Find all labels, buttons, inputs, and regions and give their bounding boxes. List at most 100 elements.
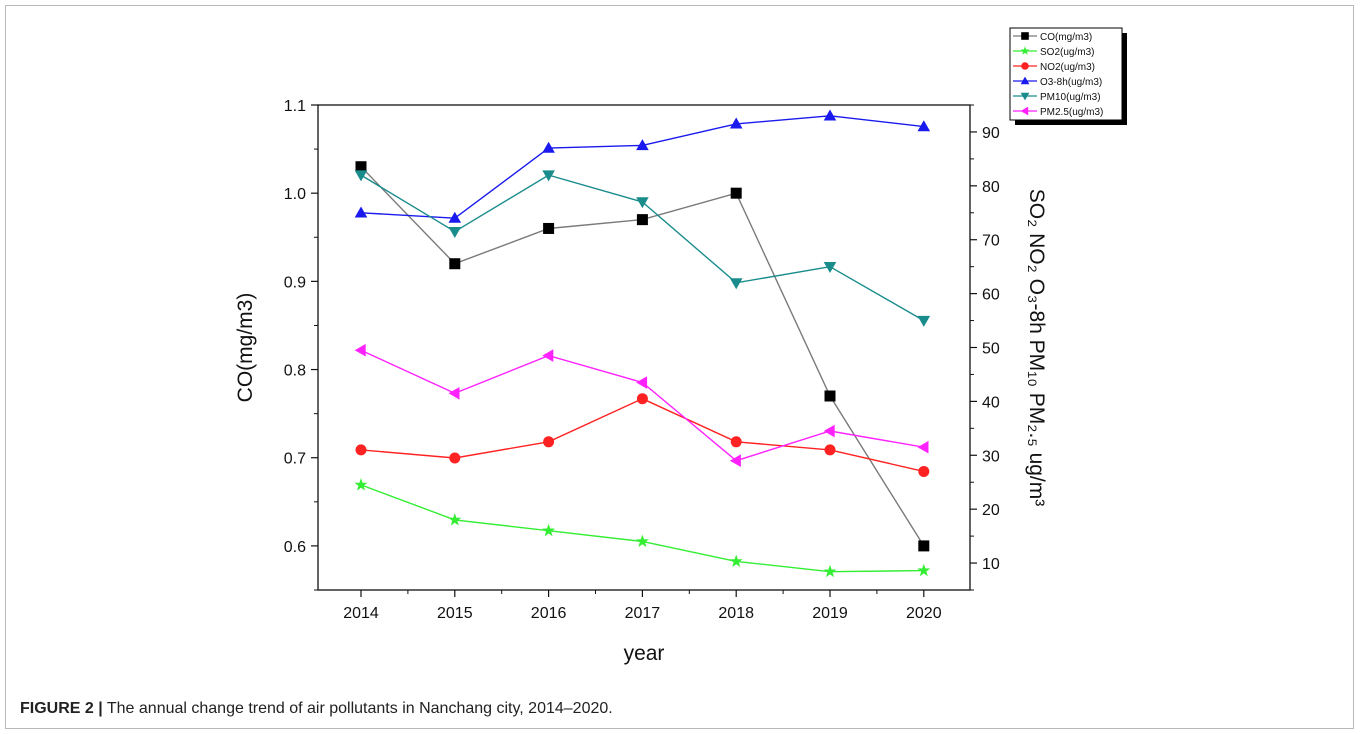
- x-tick-label: 2019: [812, 605, 848, 622]
- data-point: [917, 315, 931, 327]
- data-point: [636, 376, 648, 389]
- left-tick-label: 0.9: [284, 274, 306, 291]
- series-3: [354, 109, 931, 223]
- x-tick-label: 2014: [343, 605, 379, 622]
- data-point: [448, 211, 462, 223]
- data-point: [354, 170, 368, 182]
- x-tick-label: 2016: [531, 605, 567, 622]
- legend-entry: SO2(ug/m3): [1013, 46, 1094, 58]
- left-tick-label: 0.6: [284, 539, 306, 556]
- data-point: [448, 227, 462, 238]
- legend-marker: [1020, 46, 1030, 55]
- data-point: [635, 534, 649, 548]
- data-point: [823, 109, 837, 121]
- data-point: [823, 424, 835, 438]
- legend-label: PM10(ug/m3): [1040, 92, 1101, 103]
- data-point: [542, 170, 555, 182]
- series-layer: [354, 109, 931, 578]
- legend-entry: PM10(ug/m3): [1013, 92, 1101, 103]
- data-point: [918, 465, 930, 477]
- data-point: [730, 436, 742, 448]
- data-point: [636, 393, 648, 405]
- data-point: [823, 262, 837, 273]
- data-point: [730, 187, 742, 199]
- data-point: [824, 444, 836, 456]
- caption-text: The annual change trend of air pollutant…: [106, 700, 613, 717]
- series-line: [360, 484, 924, 573]
- legend-entry: NO2(ug/m3): [1013, 62, 1095, 73]
- x-tick-label: 2020: [906, 605, 942, 622]
- data-point: [354, 478, 368, 491]
- x-tick-label: 2015: [437, 605, 473, 622]
- right-tick-label: 70: [982, 233, 1000, 250]
- series-4: [354, 170, 931, 327]
- legend-label: NO2(ug/m3): [1040, 62, 1095, 73]
- left-tick-label: 1.1: [284, 98, 306, 115]
- data-point: [824, 390, 836, 402]
- data-point: [355, 444, 367, 456]
- data-point: [354, 343, 366, 357]
- data-point: [636, 139, 649, 151]
- x-tick-label: 2018: [718, 605, 754, 622]
- data-point: [542, 349, 554, 362]
- legend-label: O3-8h(ug/m3): [1040, 77, 1102, 88]
- data-point: [729, 278, 743, 290]
- legend-marker: [1020, 92, 1030, 101]
- data-point: [917, 563, 931, 577]
- series-line: [360, 349, 924, 462]
- data-point: [636, 214, 648, 226]
- right-axis-title: SO₂ NO₂ O₃-8h PM₁₀ PM₂.₅ ug/m³: [1025, 189, 1048, 506]
- data-point: [823, 564, 837, 578]
- figure-caption: FIGURE 2 | The annual change trend of ai…: [20, 700, 613, 718]
- left-tick-label: 0.7: [284, 451, 306, 468]
- data-point: [354, 206, 368, 218]
- right-tick-label: 80: [982, 179, 1000, 196]
- data-point: [543, 222, 555, 234]
- legend-label: PM2.5(ug/m3): [1040, 107, 1103, 118]
- x-tick-label: 2017: [625, 605, 661, 622]
- legend: CO(mg/m3) SO2(ug/m3) NO2(ug/m3) O3-8h(ug/m3…: [1009, 27, 1127, 125]
- data-point: [918, 540, 930, 552]
- data-point: [449, 452, 461, 464]
- series-2: [355, 393, 930, 477]
- right-tick-label: 30: [982, 448, 1000, 465]
- series-5: [354, 343, 929, 467]
- data-point: [542, 523, 556, 537]
- legend-entry: PM2.5(ug/m3): [1013, 106, 1103, 118]
- x-axis-title: year: [624, 642, 665, 665]
- data-point: [542, 141, 555, 153]
- data-point: [917, 120, 931, 132]
- data-point: [917, 440, 929, 454]
- legend-marker: [1020, 106, 1029, 116]
- right-tick-label: 50: [982, 341, 1000, 358]
- legend-entry: O3-8h(ug/m3): [1013, 76, 1102, 88]
- right-tick-label: 20: [982, 502, 1000, 519]
- legend-marker: [1021, 62, 1029, 70]
- data-point: [729, 554, 743, 567]
- legend-marker: [1020, 76, 1030, 85]
- series-0: [355, 161, 930, 552]
- left-tick-label: 0.8: [284, 363, 306, 380]
- data-point: [448, 513, 462, 526]
- axes-layer: 0.6 0.7 0.8 0.9 1.0 1.1 10 20 30 40 50 60 70 80 90 2014…: [234, 98, 1048, 665]
- series-1: [354, 478, 931, 578]
- left-tick-label: 1.0: [284, 186, 306, 203]
- series-line: [360, 174, 925, 322]
- left-axis-title: CO(mg/m3): [234, 293, 257, 403]
- caption-label: FIGURE 2 |: [20, 700, 103, 717]
- data-point: [729, 454, 741, 467]
- legend-marker: [1021, 32, 1029, 40]
- right-tick-label: 90: [982, 125, 1000, 142]
- right-tick-label: 40: [982, 394, 1000, 411]
- data-point: [449, 258, 461, 270]
- right-tick-label: 60: [982, 287, 1000, 304]
- right-tick-label: 10: [982, 556, 1000, 573]
- data-point: [636, 197, 649, 209]
- legend-label: SO2(ug/m3): [1040, 47, 1094, 58]
- series-line: [360, 397, 924, 473]
- data-point: [543, 436, 555, 448]
- data-point: [729, 117, 743, 129]
- legend-box: [1009, 27, 1123, 121]
- figure-frame: [5, 5, 1354, 729]
